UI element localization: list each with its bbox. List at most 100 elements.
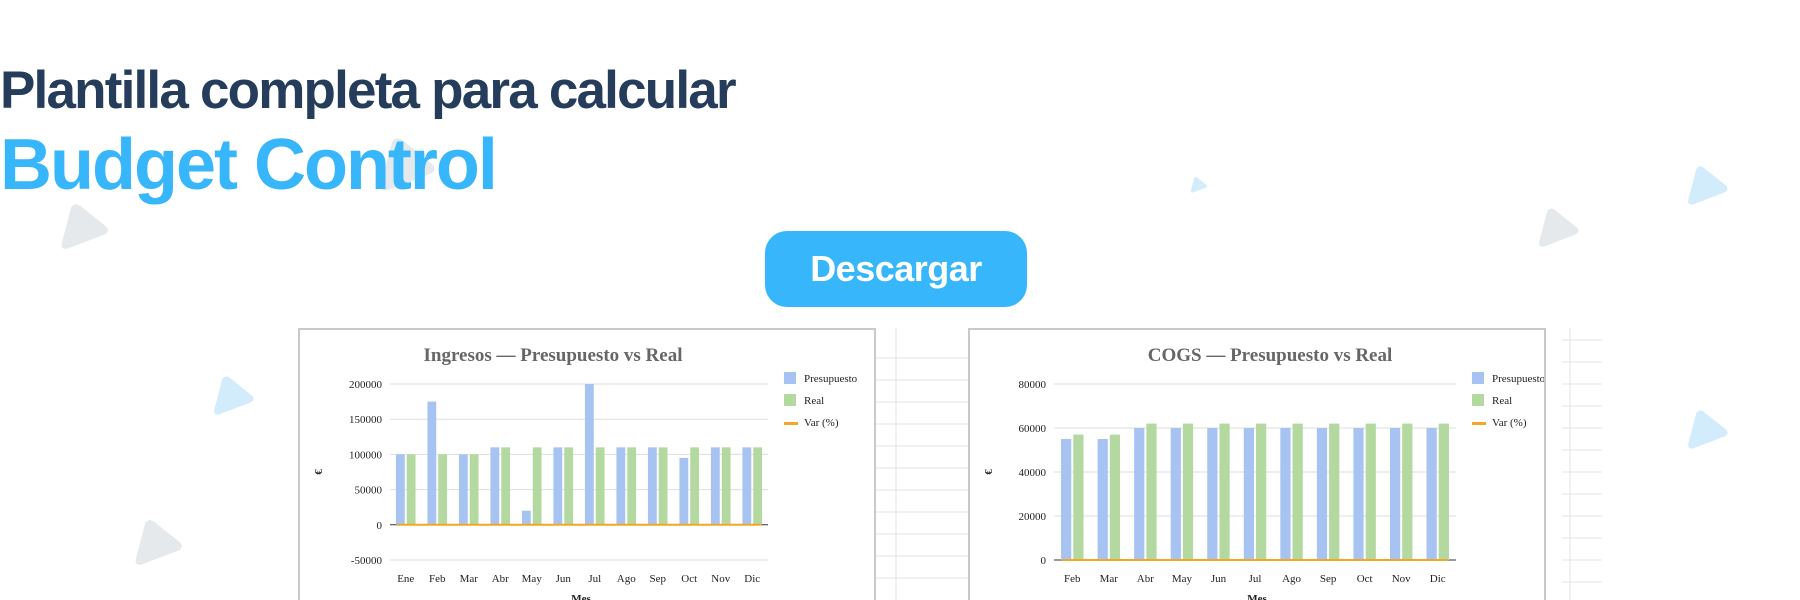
x-tick-label: Nov (711, 573, 730, 585)
bar-presupuesto (427, 401, 437, 525)
bar-presupuesto (742, 447, 752, 525)
decor-triangle-3 (214, 376, 254, 415)
bar-presupuesto (1207, 428, 1218, 560)
y-tick-label: 100000 (349, 449, 383, 461)
x-tick-label: Feb (429, 573, 446, 585)
x-tick-label: Jun (1211, 573, 1227, 585)
bar-real (1438, 423, 1449, 560)
y-tick-label: 80000 (1019, 379, 1047, 391)
x-axis-label: Mes (571, 593, 591, 600)
x-tick-label: Sep (650, 573, 667, 585)
y-tick-label: 200000 (349, 379, 383, 391)
y-tick-label: 0 (1041, 555, 1047, 567)
y-tick-label: 60000 (1019, 423, 1047, 435)
x-tick-label: Feb (1064, 573, 1081, 585)
legend-swatch (784, 394, 796, 406)
decor-triangle-2 (61, 204, 108, 249)
x-tick-label: Ago (617, 573, 636, 585)
y-tick-label: 0 (377, 520, 383, 532)
bar-presupuesto (647, 447, 657, 525)
x-tick-label: Ene (397, 573, 414, 585)
legend-swatch (1472, 422, 1486, 425)
bar-presupuesto (1097, 439, 1108, 560)
chart-ingresos: Ingresos — Presupuesto vs Real 200000 1500… (313, 345, 858, 600)
bar-real (753, 447, 763, 525)
bar-presupuesto (710, 447, 720, 525)
x-tick-label: Jul (1249, 573, 1262, 585)
decor-triangle-8 (1688, 410, 1728, 449)
bar-real (532, 447, 542, 525)
x-tick-label: Dic (744, 573, 760, 585)
bar-real (564, 447, 574, 525)
bar-presupuesto (584, 384, 594, 525)
hero-subtitle: Budget Control (0, 125, 498, 205)
chart-cogs-panel: COGS — Presupuesto vs Real 80000 60000 4000… (968, 328, 1546, 600)
legend-swatch (784, 372, 796, 384)
bar-real (690, 447, 700, 525)
bar-presupuesto (395, 454, 405, 525)
bar-presupuesto (1353, 428, 1364, 560)
bar-presupuesto (1426, 428, 1437, 560)
x-tick-label: Abr (1137, 573, 1154, 585)
y-axis-label: € (983, 469, 995, 475)
x-tick-label: Ago (1282, 573, 1301, 585)
y-tick-label: 150000 (349, 414, 383, 426)
legend-swatch (784, 422, 798, 425)
bar-real (438, 454, 448, 525)
legend-label: Var (%) (1492, 417, 1527, 429)
bar-presupuesto (1170, 428, 1181, 560)
download-button[interactable]: Descargar (765, 231, 1027, 307)
bar-real (406, 454, 416, 525)
bar-presupuesto (553, 447, 563, 525)
bar-presupuesto (1389, 428, 1401, 560)
x-tick-label: Oct (681, 573, 697, 585)
legend-swatch (1472, 372, 1484, 384)
chart-cogs: COGS — Presupuesto vs Real 80000 60000 4000… (983, 345, 1546, 600)
y-tick-label: 50000 (355, 485, 383, 497)
x-tick-label: Abr (492, 573, 509, 585)
bar-real (469, 454, 479, 525)
x-tick-label: Dic (1430, 573, 1446, 585)
bar-real (658, 447, 668, 525)
chart-ingresos-panel: Ingresos — Presupuesto vs Real 200000 1500… (298, 328, 876, 600)
bar-real (1219, 423, 1230, 560)
spreadsheet-grid-right (1562, 328, 1602, 600)
decor-triangle-1 (380, 138, 435, 191)
y-tick-label: 40000 (1019, 467, 1047, 479)
chart-title: COGS — Presupuesto vs Real (1148, 345, 1393, 366)
x-tick-label: May (522, 573, 543, 585)
bar-real (1182, 423, 1194, 560)
decor-triangle-4 (135, 520, 182, 565)
legend-label: Presupuesto (804, 373, 858, 385)
bar-real (1073, 434, 1084, 560)
bar-real (595, 447, 605, 525)
x-tick-label: Nov (1392, 573, 1411, 585)
x-tick-label: Oct (1357, 573, 1373, 585)
hero-title: Plantilla completa para calcular (0, 61, 737, 120)
bar-real (721, 447, 731, 525)
bar-presupuesto (1280, 428, 1291, 560)
bar-presupuesto (521, 510, 531, 525)
bar-real (1292, 423, 1303, 560)
x-tick-label: May (1172, 573, 1193, 585)
spreadsheet-grid-left (876, 328, 970, 600)
bar-presupuesto (1316, 428, 1328, 560)
bar-real (1402, 423, 1413, 560)
bar-real (1365, 423, 1376, 560)
bar-real (627, 447, 637, 525)
legend-label: Real (1492, 395, 1512, 407)
x-tick-label: Jun (556, 573, 572, 585)
legend-swatch (1472, 394, 1484, 406)
bar-presupuesto (679, 457, 689, 525)
x-axis-label: Mes (1247, 593, 1267, 600)
bar-presupuesto (616, 447, 626, 525)
bar-real (1329, 423, 1340, 560)
bar-presupuesto (1061, 439, 1072, 560)
legend-label: Presupuesto (1492, 373, 1546, 385)
x-tick-label: Mar (460, 573, 479, 585)
bar-presupuesto (1243, 428, 1254, 560)
x-tick-label: Jul (588, 573, 601, 585)
legend-label: Var (%) (804, 417, 839, 429)
y-tick-label: -50000 (351, 555, 383, 567)
x-tick-label: Sep (1320, 573, 1337, 585)
